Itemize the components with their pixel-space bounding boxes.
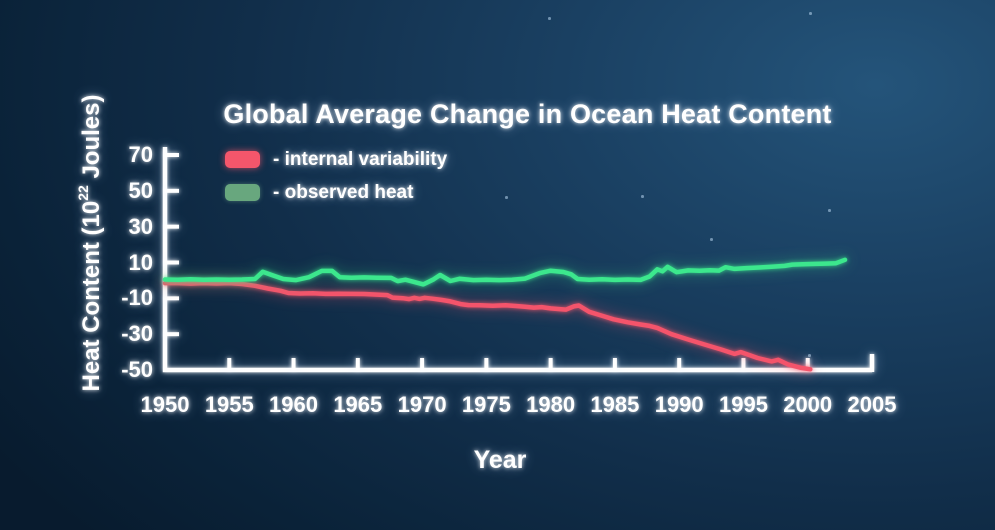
star-dot [641,195,644,198]
y-axis-label: Heat Content (1022 Joules) [75,43,107,443]
x-axis-label: Year [473,446,527,474]
legend-item-observed-heat: - observed heat [225,181,447,204]
star-dot [710,238,713,241]
x-tick-label: 1995 [719,392,768,417]
x-tick-label: 1980 [526,392,576,417]
y-tick-label: 50 [128,177,153,203]
star-dot [809,12,812,15]
x-tick-label: 1965 [333,392,383,417]
legend-label-observed-heat: - observed heat [273,181,414,203]
x-tick-label: 1950 [140,392,190,417]
x-tick-label: 1990 [654,392,704,417]
y-axis-label-exponent: 22 [75,185,91,201]
observed-heat-line [162,257,848,287]
y-axis-label-suffix: Joules) [78,94,105,186]
y-tick-label: 70 [128,142,153,167]
x-tick-label: 1960 [269,392,318,417]
observed-heat-swatch [225,184,260,201]
x-tick-label: 2005 [847,392,897,417]
y-tick-label: -10 [121,285,153,311]
chart-legend: - internal variability - observed heat [225,148,447,204]
x-tick-label: 1970 [397,392,447,417]
chart-title: Global Average Change in Ocean Heat Cont… [223,99,832,129]
x-tick-label: 1955 [204,392,254,417]
star-dot [828,209,831,212]
y-tick-label: -30 [121,321,153,347]
internal-variability-swatch [225,151,260,168]
y-tick-label: 10 [128,249,153,275]
y-axis-label-prefix: Heat Content (10 [78,200,105,392]
star-dot [548,17,551,20]
x-tick-label: 1985 [590,392,640,417]
x-tick-label: 1975 [461,392,511,417]
axis-lines [162,147,875,373]
star-dot [808,354,811,357]
y-tick-label: -50 [121,357,153,382]
y-tick-label: 30 [128,213,153,239]
star-dot [505,196,508,199]
x-tick-label: 2000 [783,392,833,417]
internal-variability-line [162,280,813,372]
legend-label-internal-variability: - internal variability [273,148,448,170]
legend-item-internal-variability: - internal variability [225,148,447,171]
